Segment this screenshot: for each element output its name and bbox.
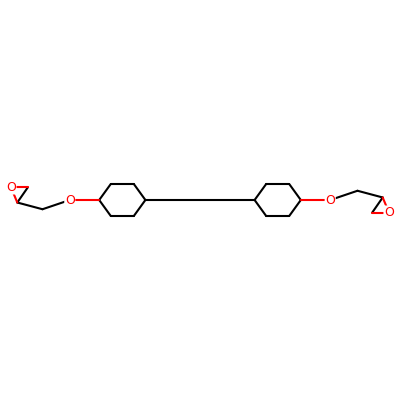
Text: O: O (6, 181, 16, 194)
Text: O: O (65, 194, 75, 206)
Text: O: O (325, 194, 335, 206)
Text: O: O (384, 206, 394, 219)
